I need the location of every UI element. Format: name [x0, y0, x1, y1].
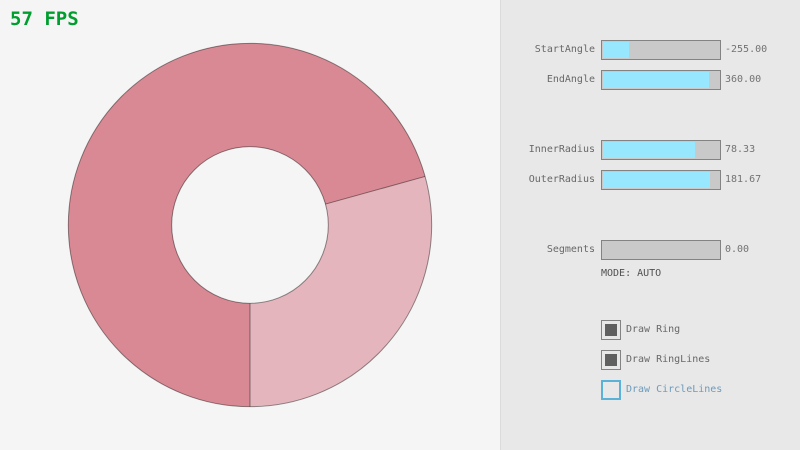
ring-canvas — [67, 42, 433, 408]
innerradius-slider[interactable] — [601, 140, 721, 160]
slider-label: EndAngle — [546, 74, 595, 85]
slider-row-outerradius: OuterRadius 181.67 — [501, 170, 800, 190]
slider-value: 181.67 — [725, 174, 762, 185]
segments-slider[interactable] — [601, 240, 721, 260]
slider-row-segments: Segments 0.00 — [501, 240, 800, 260]
checkbox-mark — [605, 354, 617, 366]
slider-label: StartAngle — [534, 44, 595, 55]
checkbox-label: Draw CircleLines — [626, 384, 723, 395]
ring-double-pass-sector — [68, 43, 426, 407]
checkbox-row-draw-circlelines: Draw CircleLines — [601, 380, 800, 400]
slider-row-innerradius: InnerRadius 78.33 — [501, 140, 800, 160]
checkbox-row-draw-ringlines: Draw RingLines — [601, 350, 800, 370]
slider-value: 0.00 — [725, 244, 750, 255]
slider-value: -255.00 — [725, 44, 768, 55]
segments-mode-label: MODE: AUTO — [601, 268, 662, 279]
outerradius-slider[interactable] — [601, 170, 721, 190]
slider-fill — [603, 42, 629, 58]
checkbox-label: Draw Ring — [626, 324, 681, 335]
endangle-slider[interactable] — [601, 70, 721, 90]
slider-fill — [603, 172, 711, 188]
slider-label: InnerRadius — [528, 144, 595, 155]
checkbox-label: Draw RingLines — [626, 354, 711, 365]
slider-row-startangle: StartAngle -255.00 — [501, 40, 800, 60]
slider-value: 78.33 — [725, 144, 756, 155]
checkbox-mark — [605, 324, 617, 336]
slider-label: OuterRadius — [528, 174, 595, 185]
fps-counter: 57 FPS — [10, 8, 79, 30]
draw-ring-checkbox[interactable] — [601, 320, 621, 340]
draw-ringlines-checkbox[interactable] — [601, 350, 621, 370]
ring-inner-outline — [171, 146, 329, 304]
slider-fill — [603, 72, 710, 88]
startangle-slider[interactable] — [601, 40, 721, 60]
ring-radial-line-end — [325, 175, 426, 205]
ring-outer-outline — [67, 42, 433, 408]
draw-circlelines-checkbox[interactable] — [601, 380, 621, 400]
slider-value: 360.00 — [725, 74, 762, 85]
slider-label: Segments — [546, 244, 595, 255]
slider-row-endangle: EndAngle 360.00 — [501, 70, 800, 90]
checkbox-row-draw-ring: Draw Ring — [601, 320, 800, 340]
control-panel: StartAngle -255.00 EndAngle 360.00 Inner… — [500, 0, 800, 450]
slider-fill — [603, 142, 696, 158]
